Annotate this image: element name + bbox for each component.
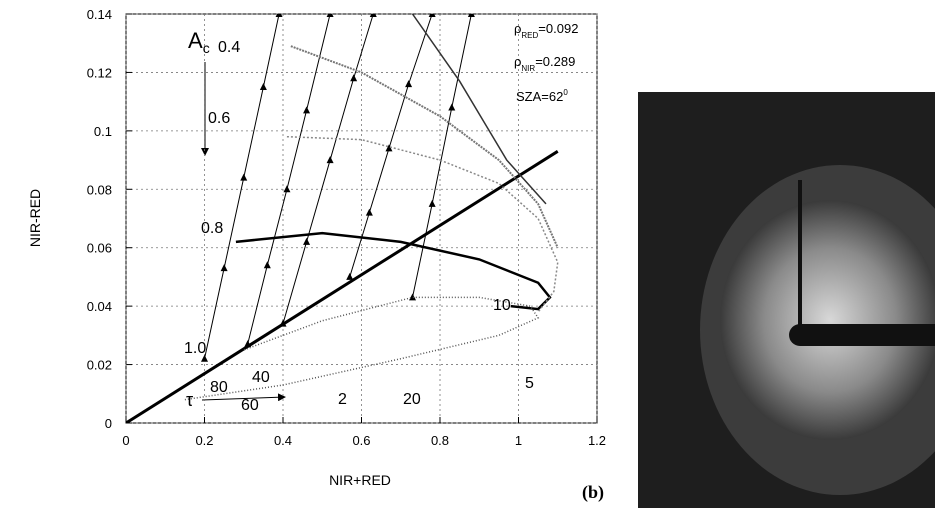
series-line: [247, 14, 331, 345]
annotation-text: 0.8: [201, 220, 223, 237]
annotation-text: 5: [525, 375, 534, 392]
triangle-marker: [283, 185, 291, 193]
photo-canopy: [720, 200, 935, 440]
annotation-subscript: RED: [521, 31, 538, 40]
x-tick-label: 0.2: [195, 433, 213, 448]
triangle-marker: [201, 354, 208, 362]
y-tick-label: 0.02: [87, 358, 112, 373]
annotation-text: 0.4: [218, 39, 240, 56]
triangle-marker: [220, 264, 228, 272]
annotation: 0.4: [218, 39, 240, 56]
triangle-marker: [369, 14, 377, 17]
y-tick-label: 0: [105, 416, 112, 431]
plot-area: [126, 14, 559, 423]
triangle-marker: [448, 103, 456, 111]
annotation: 0.8: [201, 220, 223, 237]
x-axis-label: NIR+RED: [329, 472, 391, 488]
triangle-marker: [263, 261, 271, 269]
triangle-marker: [244, 340, 252, 348]
series-line: [411, 14, 547, 205]
photo-panel: [638, 92, 935, 508]
triangle-marker: [428, 14, 436, 17]
triangle-marker: [385, 144, 393, 152]
annotation-text: 60: [241, 397, 259, 414]
triangle-marker: [467, 14, 475, 17]
series-line: [204, 14, 280, 359]
y-tick-label: 0.1: [94, 124, 112, 139]
triangle-marker: [405, 80, 413, 88]
annotation-text: 20: [403, 391, 421, 408]
annotation-text: SZA=62: [516, 89, 563, 104]
annotation: ρRED=0.092: [514, 21, 578, 40]
triangle-marker: [350, 74, 358, 82]
y-axis-label: NIR-RED: [27, 189, 43, 247]
y-tick-label: 0.04: [87, 299, 112, 314]
triangle-marker: [326, 156, 334, 164]
y-tick-label: 0.14: [87, 7, 112, 22]
annotation: 80: [210, 379, 228, 396]
annotation: 20: [403, 391, 421, 408]
y-tick-label: 0.12: [87, 65, 112, 80]
annotation-value: =0.092: [538, 21, 578, 36]
series-line: [126, 150, 559, 423]
annotation-text: A: [188, 28, 203, 53]
annotation: 0.6: [208, 110, 230, 127]
annotation: 60: [241, 397, 259, 414]
annotation-text: 0.6: [208, 110, 230, 127]
series-line: [235, 231, 552, 311]
annotation-text: 10: [493, 297, 511, 314]
annotation: 5: [525, 375, 534, 392]
triangle-marker: [303, 106, 311, 114]
x-tick-label: 0.8: [431, 433, 449, 448]
triangle-marker: [365, 208, 373, 216]
triangle-marker: [240, 173, 248, 181]
annotation-subscript: NIR: [521, 64, 535, 73]
series-line: [412, 14, 472, 298]
series-line: [286, 135, 559, 313]
annotation: 10: [493, 297, 511, 314]
x-tick-label: 0.4: [274, 433, 292, 448]
annotation-subscript: c: [203, 40, 210, 56]
annotation-text: 40: [252, 369, 270, 386]
annotation-value: =0.289: [535, 54, 575, 69]
x-tick-label: 0.6: [352, 433, 370, 448]
annotation: ρNIR=0.289: [514, 54, 575, 73]
triangle-marker: [275, 14, 283, 17]
annotation: 40: [252, 369, 270, 386]
annotation: 2: [338, 391, 347, 408]
annotation: SZA=620: [516, 88, 568, 104]
triangle-marker: [326, 14, 334, 17]
x-tick-label: 0: [122, 433, 129, 448]
series-line: [290, 45, 559, 249]
annotation-text: ρ: [514, 54, 521, 69]
panel-label: (b): [582, 482, 604, 503]
annotation-superscript: 0: [563, 88, 568, 97]
triangle-marker: [303, 237, 311, 245]
triangle-marker: [259, 83, 267, 91]
triangle-marker: [409, 293, 417, 301]
y-tick-label: 0.08: [87, 182, 112, 197]
annotation-text: 1.0: [184, 340, 206, 357]
series-line: [184, 296, 540, 401]
annotation-text: 2: [338, 391, 347, 408]
x-tick-label: 1: [515, 433, 522, 448]
triangle-marker: [428, 199, 436, 207]
annotation-text: τ: [186, 390, 193, 410]
tau-arrow: [201, 393, 286, 402]
annotation: 1.0: [184, 340, 206, 357]
annotation-text: ρ: [514, 21, 521, 36]
triangle-marker: [279, 319, 287, 327]
triangle-marker: [346, 272, 354, 280]
annotation: Ac: [188, 28, 210, 56]
annotation: τ: [186, 390, 193, 410]
x-tick-label: 1.2: [588, 433, 606, 448]
annotation-text: 80: [210, 379, 228, 396]
y-tick-label: 0.06: [87, 241, 112, 256]
